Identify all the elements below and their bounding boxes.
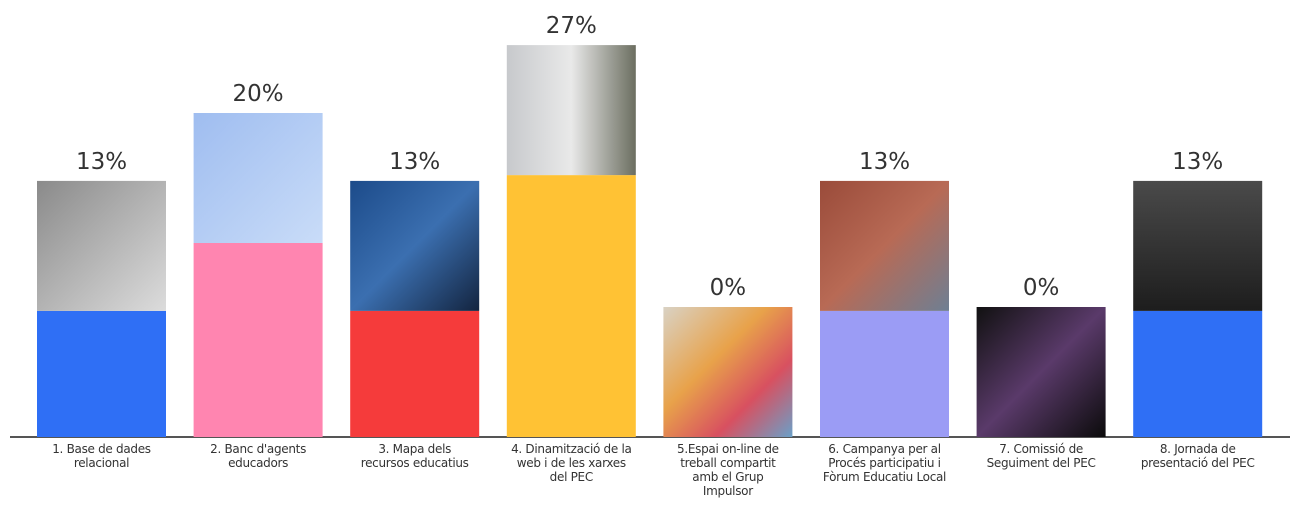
- category-label: 6. Campanya per al Procés participatiu i…: [822, 442, 947, 484]
- bar-image: [663, 307, 793, 437]
- category-label: 1. Base de dades relacional: [52, 442, 151, 470]
- value-label: 20%: [233, 81, 284, 107]
- value-label: 13%: [859, 149, 910, 175]
- value-label: 0%: [1023, 275, 1060, 301]
- bar: [820, 310, 949, 437]
- bar: [193, 243, 323, 437]
- category-label: 3. Mapa dels recursos educatius: [360, 442, 469, 470]
- category-label: 2. Banc d'agents educadors: [210, 442, 307, 470]
- bar: [1133, 310, 1263, 437]
- value-label: 13%: [389, 149, 440, 175]
- value-label: 27%: [546, 13, 597, 39]
- category-label: 4. Dinamització de la web i de les xarxe…: [511, 442, 632, 484]
- bar: [37, 310, 166, 437]
- bar-image: [506, 45, 636, 176]
- bar-image: [976, 307, 1106, 437]
- category-label: 7. Comissió de Seguiment del PEC: [986, 442, 1096, 470]
- category-label: 8. Jornada de presentació del PEC: [1140, 442, 1255, 470]
- bar: [506, 175, 636, 437]
- value-label: 0%: [710, 275, 747, 301]
- category-label: 5.Espai on-line de treball compartit amb…: [677, 442, 779, 498]
- bar-image: [350, 180, 480, 311]
- bar: [350, 310, 480, 437]
- value-label: 13%: [76, 149, 127, 175]
- bar-image: [37, 180, 166, 311]
- bar-image: [1133, 180, 1263, 311]
- bar-image: [193, 113, 323, 243]
- bar-image: [820, 180, 949, 311]
- value-label: 13%: [1172, 149, 1223, 175]
